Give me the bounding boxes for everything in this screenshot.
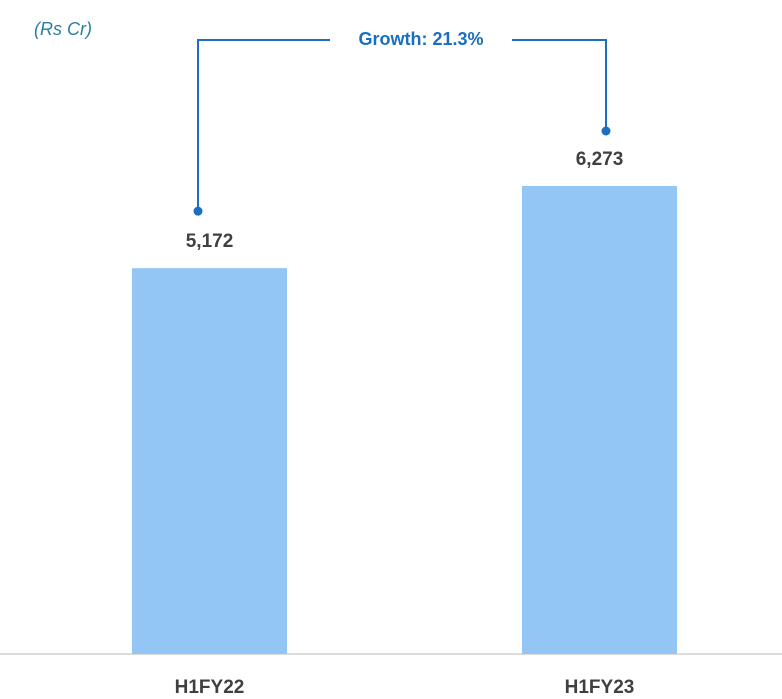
bar: [522, 186, 677, 654]
chart-subtitle: (Rs Cr): [34, 19, 92, 39]
data-label: 5,172: [186, 231, 234, 252]
annotation: Growth: 21.3%: [358, 29, 483, 49]
annotation-dot: [601, 126, 611, 136]
x-tick-label: H1FY22: [175, 677, 245, 698]
data-label: 6,273: [576, 149, 624, 170]
annotation-bracket: [197, 39, 607, 212]
x-tick-label: H1FY23: [565, 677, 635, 698]
bar: [132, 268, 287, 654]
annotation-dot: [193, 206, 203, 216]
